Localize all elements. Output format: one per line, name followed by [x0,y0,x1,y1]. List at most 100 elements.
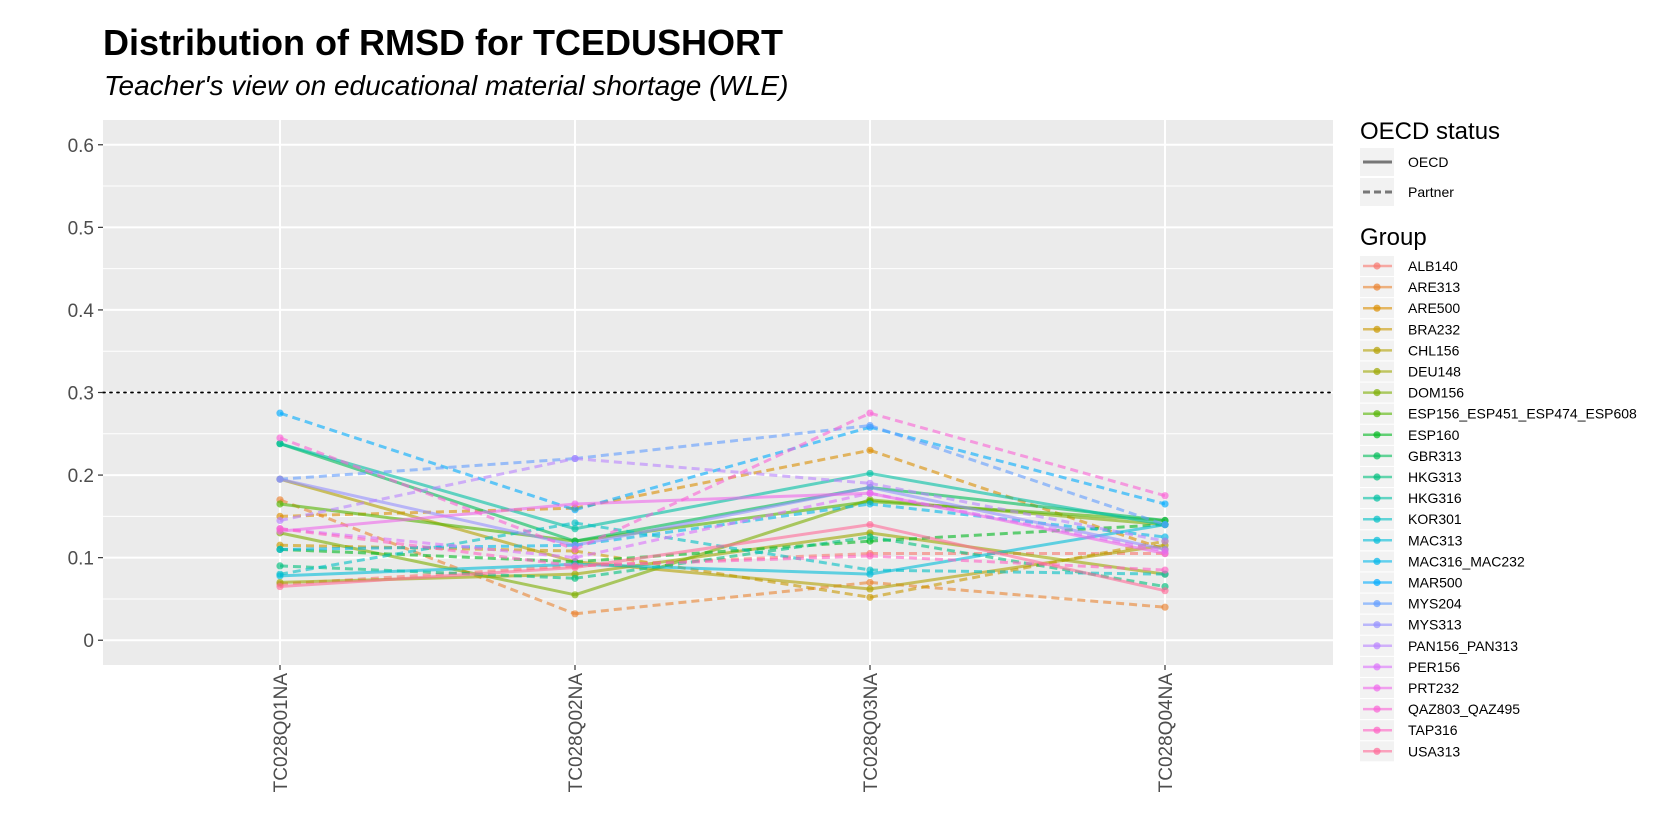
series-line-segment [574,491,871,506]
y-tick-label: 0.3 [68,384,94,405]
legend-group-label: CHL156 [1408,342,1460,358]
legend-group-key-point [1373,389,1381,397]
y-tick-label: 0.1 [68,549,94,570]
data-point [866,421,874,430]
legend-group-key-point [1373,515,1381,523]
series-line-segment [574,424,871,461]
data-point [571,591,579,599]
series-line-segment [279,531,576,597]
series-line-segment [869,481,1166,543]
series-line-segment [574,523,871,570]
legend-group-label: QAZ803_QAZ495 [1408,701,1520,717]
legend-group-key-point [1373,367,1381,376]
data-point [571,454,579,463]
y-tick-label: 0 [83,631,94,652]
data-point [866,409,874,417]
series-line-segment [574,471,871,531]
chart-title: Distribution of RMSD for TCEDUSHORT [103,22,783,63]
series-line-segment [574,411,871,551]
series-line-segment [279,477,576,564]
series-line-segment [574,580,871,616]
series-line-segment [279,477,576,547]
legend-group-label: DOM156 [1408,385,1464,401]
legend-group-label: ESP160 [1408,427,1460,443]
data-point [571,506,579,514]
series-line-segment [869,568,1166,576]
legend-group-label: ALB140 [1408,258,1458,274]
y-tick-label: 0.6 [68,136,94,157]
data-point [276,516,284,525]
legend-group-key-point [1373,684,1381,692]
series-line-segment [574,539,871,564]
legend-linetype-label: Partner [1408,184,1454,200]
legend-group-key-point [1373,578,1381,587]
series-line-segment [869,523,1166,543]
data-point [866,593,874,601]
x-tick-label: TC028Q02NA [566,673,587,793]
legend-group-key-point [1373,346,1381,354]
data-point [866,500,874,508]
legend-group-label: ARE500 [1408,300,1460,316]
legend-group-key-point [1373,621,1381,629]
x-axis: TC028Q01NA TC028Q02NA TC028Q03NA TC028Q04NA [271,665,1177,792]
series-line-segment [279,436,576,551]
series-line-segment [279,564,576,586]
legend-group-key-point [1373,325,1381,333]
series-line-segment [279,564,576,580]
series-line-segment [279,527,576,568]
data-point [571,525,579,533]
data-point [866,521,874,529]
series-line-segment [279,566,576,589]
legend-group-key-point [1373,283,1381,291]
legend-group-key-point [1373,726,1381,734]
legend-group-key-point [1373,600,1381,608]
data-point [276,440,284,448]
series-line-segment [279,547,576,564]
legend-group-key-point [1373,557,1381,566]
data-point [571,574,579,582]
data-point [276,500,284,508]
legend-group-label: ESP156_ESP451_ESP474_ESP608 [1408,406,1637,422]
series-line-segment [869,543,1166,591]
legend-group-key-point [1373,452,1381,460]
data-point [276,562,284,570]
series-line-segment [279,457,576,481]
data-point [571,554,579,562]
series-line-segment [869,425,1166,506]
series-line-segment [574,535,871,580]
data-point [1161,566,1169,574]
x-tick-label: TC028Q01NA [271,673,292,793]
legend-group-label: HKG313 [1408,469,1462,485]
legend-group-key-point [1373,642,1381,650]
legend-group-label: BRA232 [1408,321,1460,337]
chart-subtitle: Teacher's view on educational material s… [104,70,789,101]
data-point [866,585,874,593]
series-line-segment [869,554,1166,572]
series-lines [279,411,1166,616]
data-point [866,552,874,560]
series-line-segment [574,554,871,568]
series-line-segment [574,457,871,485]
data-point [571,500,579,508]
series-line-segment [869,471,1166,527]
x-tick-label: TC028Q03NA [861,673,882,793]
data-point [276,434,284,442]
y-tick-label: 0.5 [68,218,94,239]
data-point [571,545,579,553]
y-tick-label: 0.4 [68,301,95,322]
y-axis: 0 0.1 0.2 0.3 0.4 0.5 0.6 [68,136,103,652]
data-point [1161,603,1169,611]
data-point [276,545,284,553]
series-line-segment [869,485,1166,551]
data-point [571,519,579,527]
series-line-segment [574,502,871,547]
data-point [571,563,579,572]
legend-linetype-label: OECD [1408,154,1448,170]
legend-group-label: PER156 [1408,659,1460,675]
series-line-segment [279,502,576,533]
legend-group-title: Group [1360,224,1427,251]
data-point [276,572,284,580]
series-points [276,409,1169,618]
legend-group-key-point [1373,747,1381,755]
legend-group-label: ARE313 [1408,279,1460,295]
